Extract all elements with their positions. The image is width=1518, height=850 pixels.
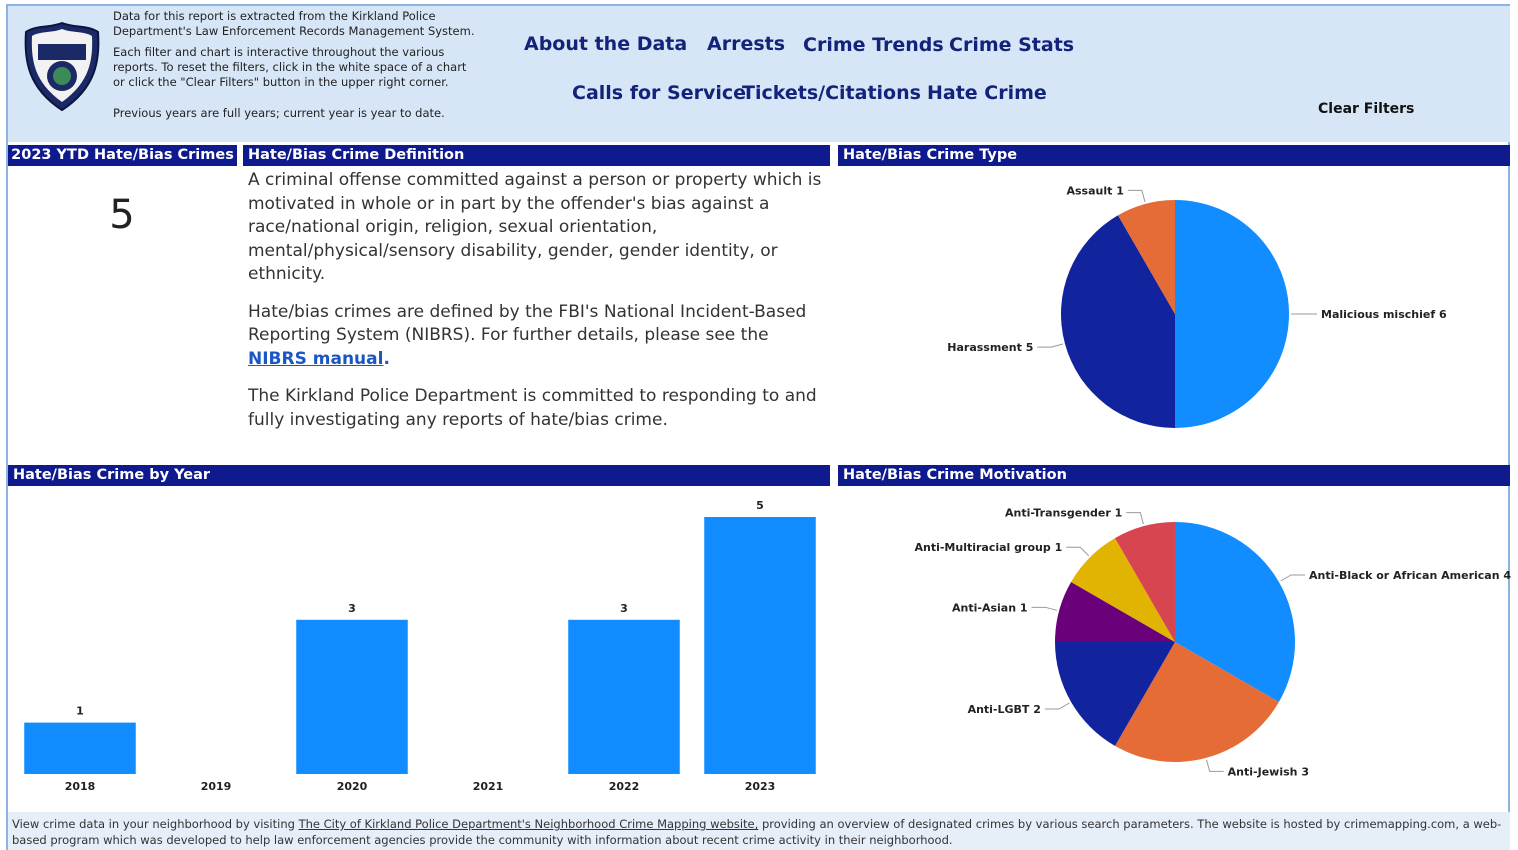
category-name: Anti-Multiracial group (914, 541, 1050, 554)
leader-line (1066, 546, 1090, 557)
slice-label: Anti-Jewish 3 (1228, 765, 1309, 778)
pie-slice (1071, 538, 1175, 642)
paragraph: A criminal offense committed against a p… (248, 170, 822, 284)
text: . (383, 348, 390, 369)
pie-slice (1115, 522, 1175, 642)
pie-slice (1055, 642, 1175, 746)
text: View crime data in your neighborhood by … (12, 817, 295, 831)
nav-link[interactable]: Hate Crime (927, 82, 1047, 104)
category-name: Assault (1066, 184, 1112, 197)
bar (296, 619, 408, 774)
clear-filters-button[interactable]: Clear Filters (1318, 101, 1415, 117)
category-name: Harassment (947, 341, 1022, 354)
kpi-value: 5 (109, 192, 135, 238)
nav-link[interactable]: Arrests (707, 33, 786, 55)
category-name: Malicious mischief (1321, 308, 1435, 321)
pie-slice (1055, 582, 1175, 642)
panel-title: Hate/Bias Crime Definition (243, 145, 830, 166)
note: Data for this report is extracted from t… (113, 9, 475, 38)
category-name: Anti-Transgender (1005, 507, 1111, 520)
pie-slice (1175, 200, 1289, 428)
logo (24, 21, 100, 112)
leader-line (1127, 189, 1146, 203)
x-tick-label: 2022 (609, 780, 640, 793)
value-label: 5 (1026, 341, 1034, 354)
value-label: 3 (1301, 765, 1309, 778)
nav-link[interactable]: Crime Trends (803, 34, 944, 56)
panel-title: Hate/Bias Crime Motivation (838, 465, 1510, 486)
slice-label: Malicious mischief 6 (1321, 308, 1447, 321)
panel-title: Hate/Bias Crime by Year (8, 465, 830, 486)
value-label: 5 (756, 499, 764, 512)
pie-slice (1175, 522, 1296, 702)
leader-line (1280, 574, 1306, 582)
slice-label: Harassment 5 (947, 341, 1033, 354)
paragraph: The Kirkland Police Department is commit… (248, 386, 817, 430)
leader-line (1031, 606, 1058, 611)
value-label: 4 (1503, 569, 1511, 582)
x-tick-label: 2023 (745, 780, 776, 793)
note: Each filter and chart is interactive thr… (113, 45, 467, 89)
link[interactable]: NIBRS manual (248, 348, 384, 369)
x-tick-label: 2019 (201, 780, 232, 793)
slice-label: Anti-LGBT 2 (968, 703, 1041, 716)
value-label: 1 (1055, 541, 1063, 554)
paragraph: Hate/bias crimes are defined by the FBI'… (248, 301, 826, 372)
nav-link[interactable]: About the Data (524, 33, 688, 55)
link[interactable]: The City of Kirkland Police Department's… (298, 817, 759, 831)
footer: View crime data in your neighborhood by … (8, 812, 1510, 850)
pie-slice (1115, 642, 1279, 763)
slice-label: Anti-Multiracial group 1 (914, 541, 1062, 554)
card-title: 2023 YTD Hate/Bias Crimes (8, 145, 237, 166)
text: Hate/bias crimes are defined by the FBI'… (248, 301, 807, 346)
category-name: Anti-Black or African American (1309, 569, 1500, 582)
panel-title: Hate/Bias Crime Type (838, 145, 1510, 166)
slice-label: Anti-Transgender 1 (1005, 507, 1122, 520)
value-label: 6 (1439, 308, 1447, 321)
nav-link[interactable]: Crime Stats (949, 34, 1075, 56)
definition-text: A criminal offense committed against a p… (248, 169, 826, 446)
bar (568, 619, 680, 774)
value-label: 1 (1115, 507, 1123, 520)
frame (6, 4, 1510, 850)
x-tick-label: 2021 (473, 780, 504, 793)
x-tick-label: 2018 (65, 780, 96, 793)
category-name: Anti-Asian (952, 601, 1016, 614)
bar (704, 517, 816, 774)
slice-label: Assault 1 (1066, 184, 1123, 197)
leader-line (1206, 759, 1224, 772)
notes: Data for this report is extracted from t… (113, 9, 478, 127)
nav-link[interactable]: Calls for Service (572, 82, 747, 104)
x-tick-label: 2020 (337, 780, 368, 793)
leader-line (1037, 343, 1064, 348)
text: providing an overview of designated crim… (12, 817, 1502, 847)
nav-link[interactable]: Tickets/Citations (742, 82, 921, 104)
value-label: 1 (1116, 184, 1124, 197)
value-label: 3 (348, 602, 356, 615)
value-label: 1 (76, 705, 84, 718)
pie-slice (1118, 200, 1175, 314)
value-label: 2 (1033, 703, 1041, 716)
note: Previous years are full years; current y… (113, 106, 445, 120)
value-label: 1 (1020, 601, 1028, 614)
leader-line (1044, 702, 1070, 710)
header (8, 6, 1510, 142)
category-name: Anti-LGBT (968, 703, 1030, 716)
bar (24, 722, 136, 774)
value-label: 3 (620, 602, 628, 615)
slice-label: Anti-Black or African American 4 (1309, 569, 1511, 582)
pie-slice (1060, 215, 1175, 428)
slice-label: Anti-Asian 1 (952, 601, 1028, 614)
leader-line (1126, 512, 1144, 525)
category-name: Anti-Jewish (1228, 765, 1298, 778)
